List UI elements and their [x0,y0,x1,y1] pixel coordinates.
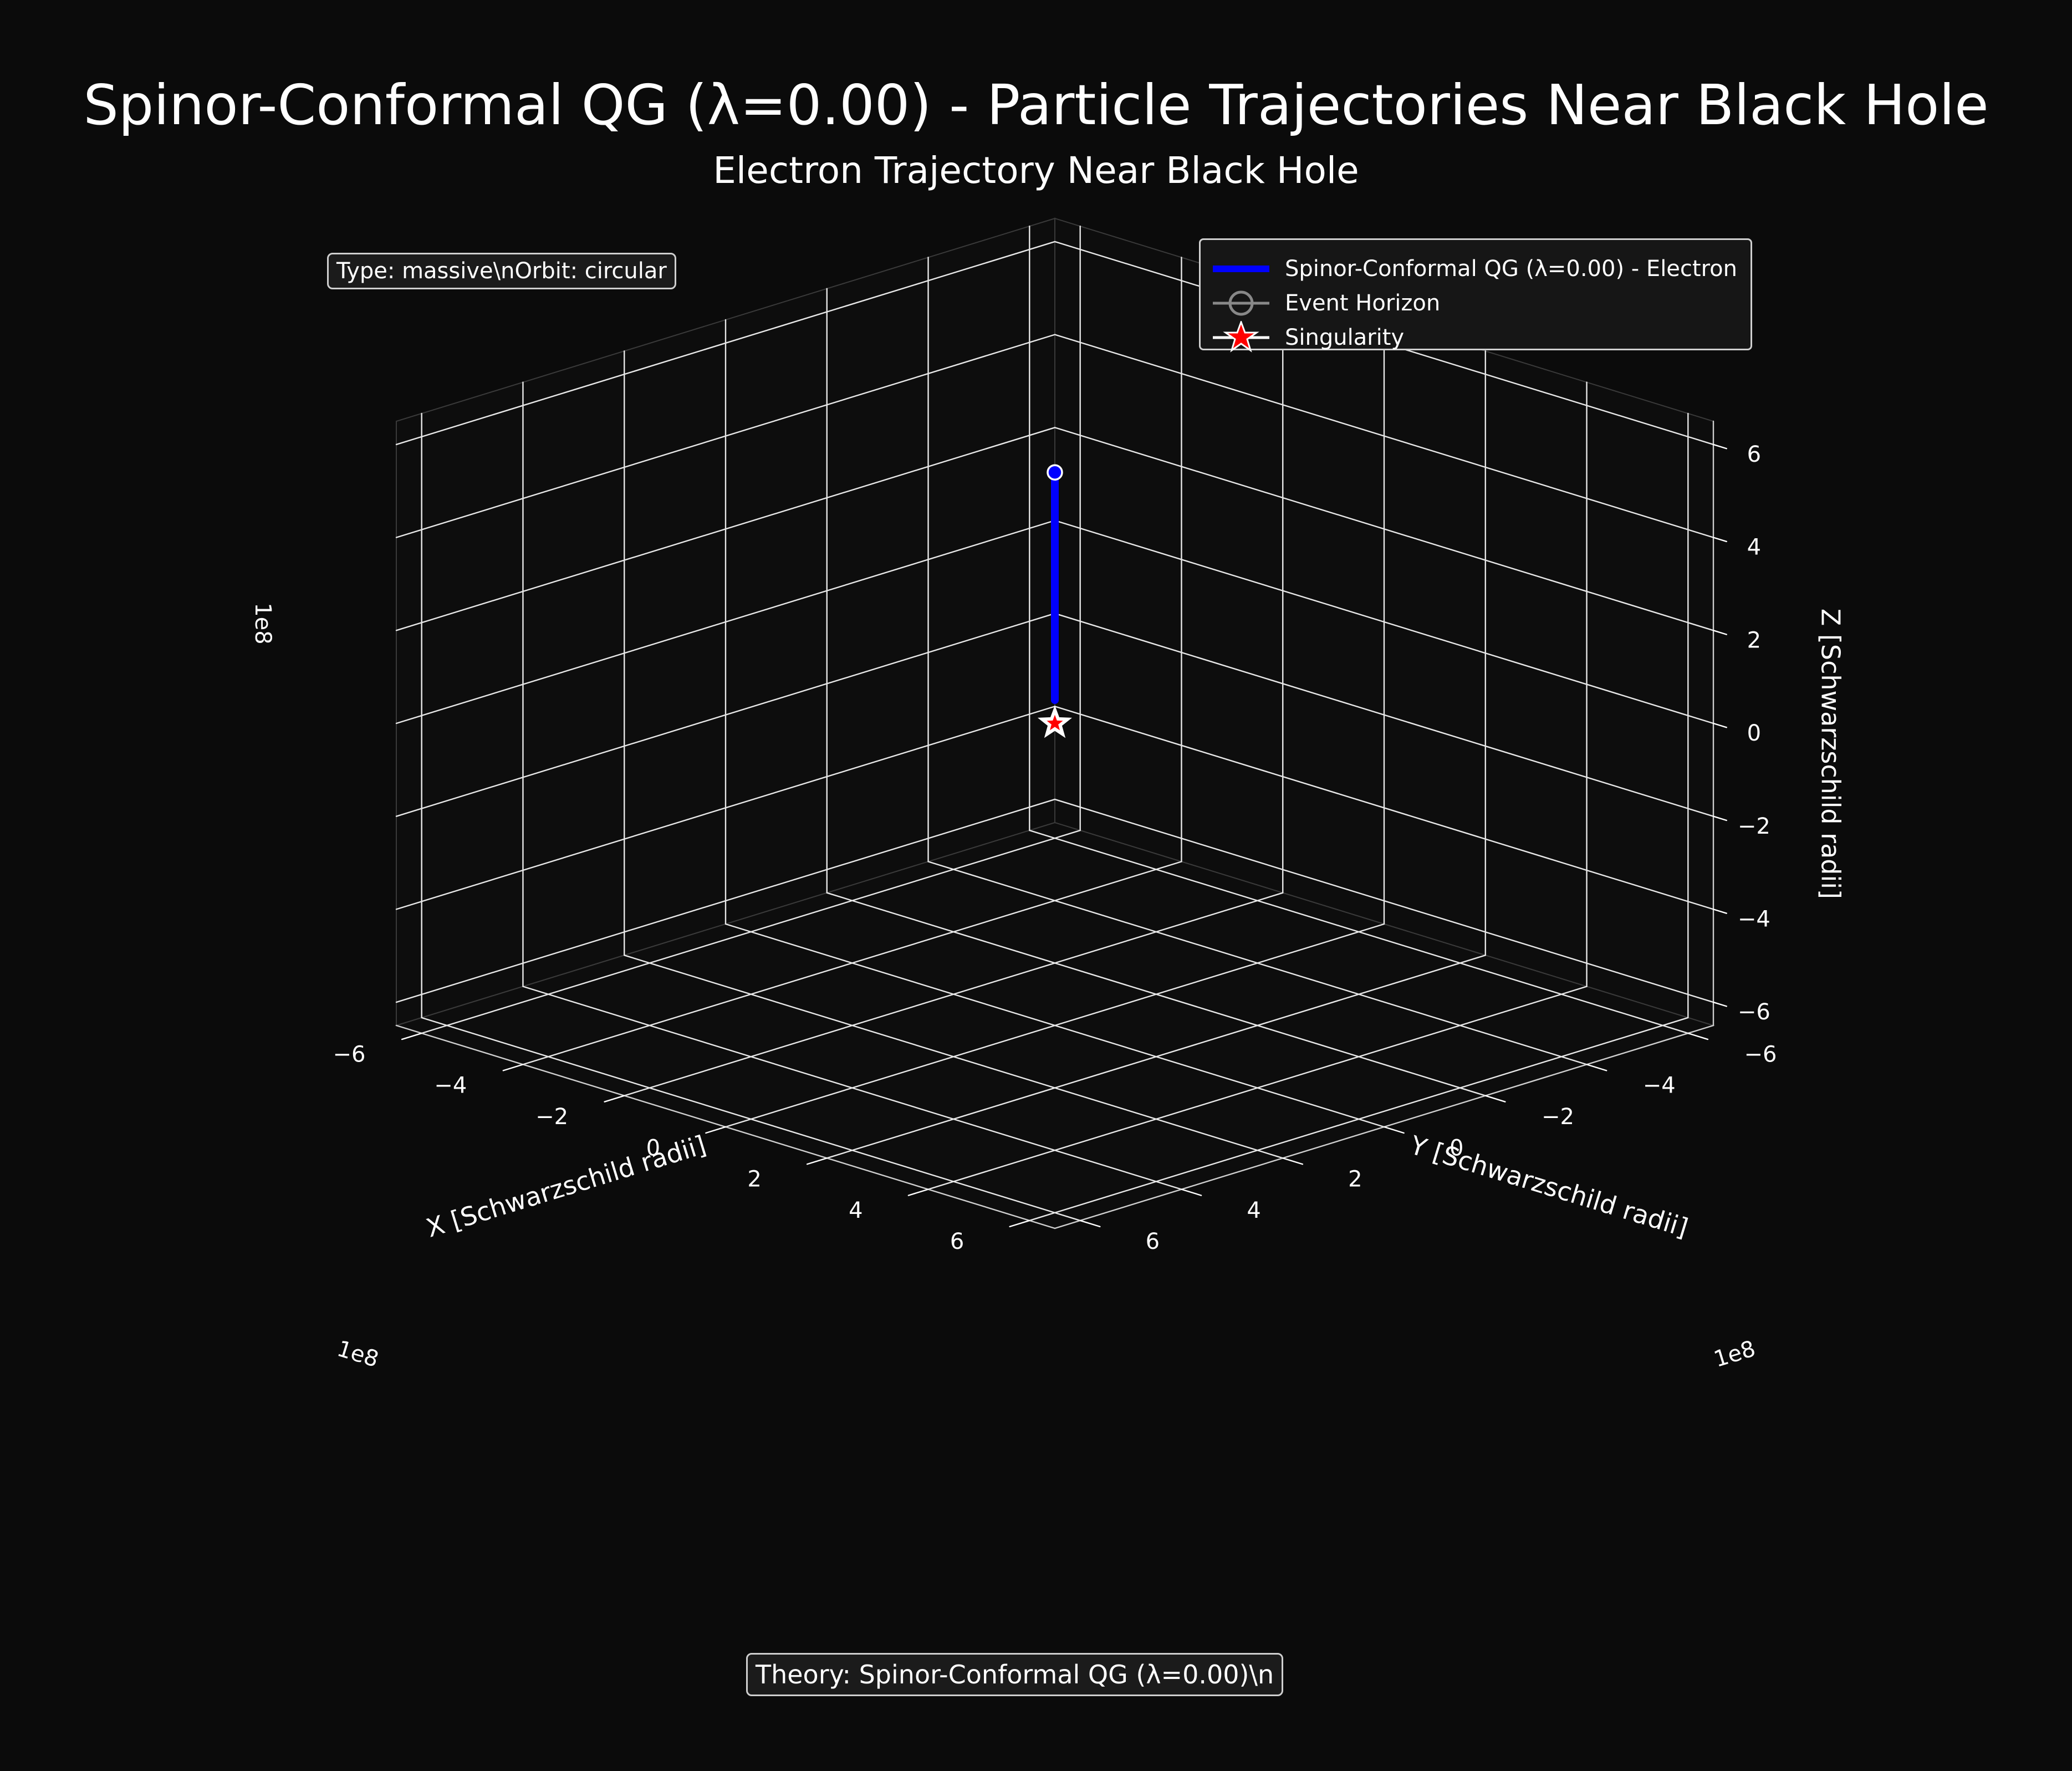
gridline-floor-y-3 [724,923,1385,1128]
legend-star-icon [1213,321,1269,353]
x-tick-label-4: 2 [747,1167,761,1192]
z-tick-6 [1712,443,1727,450]
y-tick-4 [1282,1157,1304,1165]
gridline-floor-x-4 [826,955,1486,1159]
y-tick-label-1: −4 [1643,1073,1676,1099]
gridline-back-left-z-3 [1054,519,1714,724]
z-tick-0 [1712,1001,1727,1007]
x-tick-4 [806,1157,828,1165]
y-tick-label-2: −2 [1542,1104,1574,1130]
z-tick-3 [1712,722,1727,728]
x-tick-label-6: 6 [950,1229,964,1254]
x-axis-label: X [Schwarzschild radii] [423,1130,710,1243]
z-tick-label-3: 0 [1747,721,1761,746]
y-tick-label-6: 6 [1146,1229,1160,1254]
gridline-floor-x-6 [1029,1017,1689,1222]
legend-entry-electron: Spinor-Conformal QG (λ=0.00) - Electron [1211,252,1743,285]
y-tick-label-3: 0 [1450,1135,1463,1161]
x-tick-label-2: −2 [535,1104,568,1130]
x-axis-multiplier: 1e8 [1711,1336,1759,1372]
trajectory-start-point [1047,464,1063,481]
z-tick-label-6: 6 [1747,442,1761,467]
legend-label-singularity: Singularity [1285,325,1405,350]
x-tick-6 [1009,1219,1030,1228]
legend-line-swatch [1213,266,1269,272]
x-tick-label-3: 0 [646,1135,660,1161]
gridline-back-right-z-3 [395,519,1056,724]
y-tick-0 [1687,1032,1709,1040]
z-tick-2 [1712,815,1727,821]
y-axis-label: Y [Schwarzschild radii] [1406,1130,1692,1243]
y-axis-multiplier: 1e8 [334,1336,382,1372]
x-tick-2 [604,1095,625,1103]
y-tick-label-0: −6 [1744,1042,1777,1067]
z-tick-label-5: 4 [1747,535,1761,560]
figure-title: Spinor-Conformal QG (λ=0.00) - Particle … [83,73,1989,137]
gridline-back-right-z-6 [395,241,1056,446]
x-tick-label-1: −4 [434,1073,467,1099]
chart-title: Electron Trajectory Near Black Hole [713,149,1359,192]
y-tick-1 [1586,1064,1607,1071]
legend-label-event-horizon: Event Horizon [1285,290,1441,316]
y-tick-3 [1383,1126,1405,1134]
singularity-star-icon [1037,705,1073,738]
particle-info-box: Type: massive\nOrbit: circular [327,253,676,289]
gridline-floor-y-6 [421,1017,1081,1222]
y-tick-6 [1079,1219,1101,1228]
legend-circle-swatch [1213,290,1269,316]
z-tick-4 [1712,630,1727,635]
z-tick-1 [1712,909,1727,914]
z-tick-label-4: 2 [1747,627,1761,653]
legend-entry-event-horizon: Event Horizon [1211,287,1743,320]
z-tick-label-0: −6 [1738,999,1770,1025]
x-tick-5 [907,1188,929,1196]
gridline-back-left-z-5 [1054,334,1714,538]
x-tick-3 [705,1126,727,1134]
y-tick-5 [1181,1188,1202,1196]
gridline-floor-y-5 [522,986,1182,1190]
x-tick-1 [502,1064,524,1071]
data-series [1037,464,1073,738]
legend-label-electron: Spinor-Conformal QG (λ=0.00) - Electron [1285,256,1737,282]
legend-entry-singularity: Singularity [1211,321,1743,354]
gridline-floor-y-4 [624,955,1284,1159]
axis-ticks [401,443,1727,1228]
y-tick-2 [1484,1095,1506,1103]
tick-labels: −6 −6 −6 −4 −4 −4 −2 −2 −2 0 0 0 2 2 2 4 4 4 6 6 6 [333,442,1777,1254]
z-tick-label-2: −2 [1738,814,1770,839]
gridline-floor-x-5 [927,986,1588,1190]
y-tick-label-5: 4 [1247,1198,1260,1223]
y-tick-label-4: 2 [1348,1167,1362,1192]
z-axis-multiplier: 1e8 [250,603,275,645]
z-tick-label-1: −4 [1738,907,1770,932]
x-tick-0 [401,1032,422,1040]
theory-box: Theory: Spinor-Conformal QG (λ=0.00)\n [746,1653,1284,1696]
gridline-back-right-z-5 [395,334,1056,538]
z-axis-label: Z [Schwarzschild radii] [1816,609,1846,899]
gridline-back-left-z-4 [1054,427,1714,631]
x-tick-label-0: −6 [333,1042,366,1067]
gridline-back-right-z-4 [395,427,1056,631]
legend: Spinor-Conformal QG (λ=0.00) - Electron … [1199,238,1752,353]
z-tick-5 [1712,537,1727,543]
x-tick-label-5: 4 [849,1198,863,1223]
